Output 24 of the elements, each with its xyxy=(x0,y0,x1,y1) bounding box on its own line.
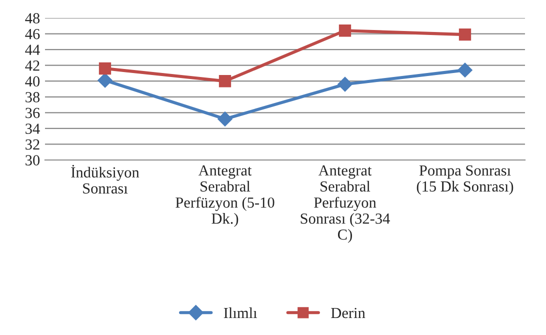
y-tick-label: 38 xyxy=(26,92,40,102)
point xyxy=(218,75,232,88)
point xyxy=(338,24,352,37)
y-tick-label: 30 xyxy=(26,155,40,166)
point xyxy=(338,76,352,92)
x-tick-label: Pompa Sonrası (15 Dk Sonrası) xyxy=(416,165,514,195)
y-tick-label: 34 xyxy=(26,124,40,134)
legend-label: Ilımlı xyxy=(224,307,258,318)
y-tick-label: 40 xyxy=(25,76,40,87)
point xyxy=(98,62,112,75)
y-tick-label: 36 xyxy=(26,108,40,118)
x-tick-label: İndüksiyon Sonrası xyxy=(71,164,140,194)
x-tick-label: Antegrat Serabral Perfuzyon Sonrası (32-34 C) xyxy=(300,165,390,243)
legend-label: Derin xyxy=(331,308,366,318)
point xyxy=(458,62,472,78)
y-tick-label: 46 xyxy=(25,28,40,40)
point xyxy=(98,72,112,88)
y-tick-label: 42 xyxy=(25,60,40,71)
x-tick-label: Antegrat Serabral Perfüzyon (5-10 Dk.) xyxy=(176,165,274,227)
y-tick-label: 32 xyxy=(26,139,40,150)
y-tick-label: 48 xyxy=(25,13,40,24)
point xyxy=(218,112,232,126)
y-tick-label: 44 xyxy=(25,44,40,55)
point xyxy=(458,28,472,41)
